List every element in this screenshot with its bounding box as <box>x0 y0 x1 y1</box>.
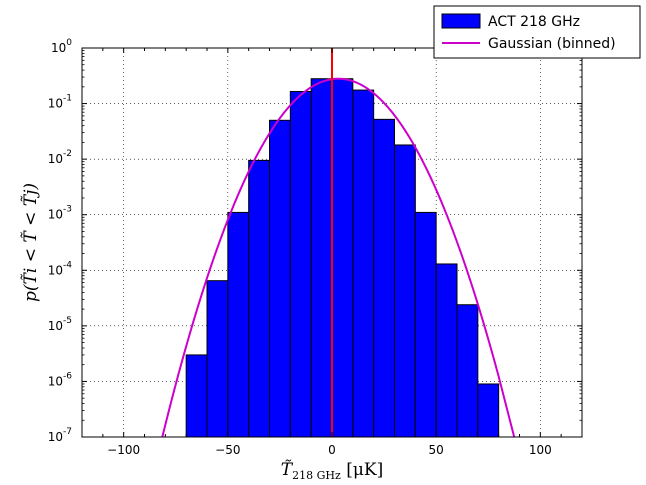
histogram-bar <box>185 354 208 438</box>
x-axis-label: T̃218 GHz [μK] <box>281 460 383 482</box>
histogram-bar <box>289 90 312 438</box>
y-tick-label: 10-2 <box>48 149 72 166</box>
x-axis-ticks: −100 −50 0 50 100 <box>102 48 562 457</box>
histogram-bar <box>310 78 333 438</box>
y-tick-label: 10-1 <box>48 94 72 111</box>
x-tick-label: 0 <box>328 443 336 457</box>
x-tick-label: 100 <box>529 443 552 457</box>
gaussian-curve-layer <box>161 48 516 438</box>
histogram-bar <box>414 211 437 438</box>
y-tick-label: 10-6 <box>48 371 73 388</box>
histogram-bar <box>269 119 291 438</box>
histogram-bar <box>373 118 395 438</box>
histogram-bar <box>331 78 354 438</box>
legend-patch-act <box>441 13 481 29</box>
histogram-bar <box>227 211 250 438</box>
x-tick-label: 50 <box>429 443 444 457</box>
axis-labels: T̃218 GHz [μK] p(T̃i < T̃ < T̃j) <box>21 183 383 482</box>
legend-label: ACT 218 GHz <box>488 14 580 30</box>
histogram-bar <box>248 159 271 438</box>
histogram-bar <box>352 89 375 438</box>
x-tick-label: −50 <box>215 443 240 457</box>
y-tick-label: 10-7 <box>48 427 72 444</box>
histogram-bar <box>206 280 229 438</box>
histogram-bar <box>477 383 500 438</box>
legend-label: Gaussian (binned) <box>488 36 616 52</box>
y-axis-label: p(T̃i < T̃ < T̃j) <box>21 183 41 302</box>
histogram-bar <box>435 263 458 438</box>
legend: ACT 218 GHz Gaussian (binned) <box>433 5 641 59</box>
histogram-bar <box>394 144 416 438</box>
x-tick-label: −100 <box>107 443 140 457</box>
y-tick-label: 100 <box>51 38 72 55</box>
histogram-bar <box>456 304 479 438</box>
y-tick-label: 10-3 <box>48 205 72 222</box>
histogram-bars <box>185 78 500 438</box>
y-axis-ticks: 10-7 10-6 10-5 10-4 10-3 10-2 10-1 100 <box>48 38 582 444</box>
y-tick-label: 10-5 <box>48 316 72 333</box>
y-tick-label: 10-4 <box>48 260 73 277</box>
